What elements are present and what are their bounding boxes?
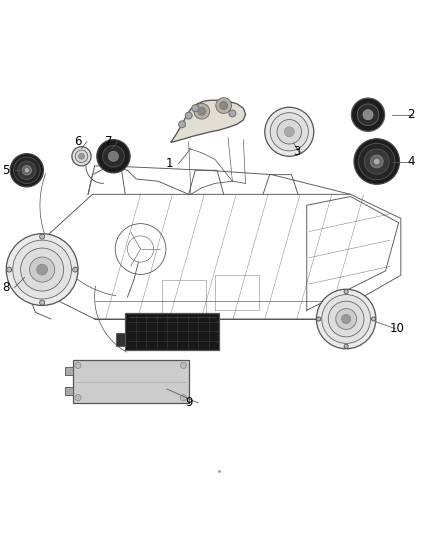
Circle shape — [14, 157, 40, 183]
Circle shape — [317, 317, 321, 321]
Circle shape — [374, 159, 379, 164]
Circle shape — [371, 155, 383, 168]
Text: 7: 7 — [105, 135, 112, 148]
Circle shape — [270, 112, 308, 151]
Text: 6: 6 — [74, 135, 81, 148]
Circle shape — [198, 107, 206, 115]
Circle shape — [180, 394, 187, 401]
Circle shape — [216, 98, 232, 114]
FancyBboxPatch shape — [116, 333, 125, 346]
Circle shape — [22, 166, 32, 175]
Circle shape — [78, 154, 85, 159]
Circle shape — [180, 362, 187, 368]
Circle shape — [328, 301, 364, 337]
FancyBboxPatch shape — [73, 360, 189, 403]
Circle shape — [72, 147, 91, 166]
Circle shape — [75, 394, 81, 401]
Circle shape — [7, 267, 12, 272]
Circle shape — [18, 161, 36, 180]
Circle shape — [192, 104, 199, 111]
Circle shape — [342, 314, 350, 324]
Text: 1: 1 — [166, 157, 173, 170]
Circle shape — [229, 110, 236, 117]
Circle shape — [13, 240, 71, 299]
Circle shape — [109, 151, 118, 161]
FancyBboxPatch shape — [106, 143, 120, 169]
Text: 2: 2 — [407, 108, 415, 121]
Circle shape — [354, 139, 399, 184]
Circle shape — [75, 150, 88, 163]
Polygon shape — [171, 100, 246, 142]
Circle shape — [265, 107, 314, 156]
Circle shape — [363, 110, 373, 120]
FancyBboxPatch shape — [65, 387, 73, 395]
Text: 9: 9 — [186, 397, 193, 409]
Circle shape — [73, 267, 78, 272]
Text: 8: 8 — [2, 281, 9, 294]
Circle shape — [277, 119, 301, 144]
Circle shape — [371, 317, 376, 321]
Circle shape — [21, 248, 64, 291]
Text: 3: 3 — [293, 146, 301, 158]
Circle shape — [322, 295, 371, 343]
Circle shape — [39, 234, 45, 239]
Circle shape — [179, 121, 186, 128]
Circle shape — [220, 102, 228, 109]
Circle shape — [336, 309, 357, 329]
Circle shape — [357, 104, 379, 125]
Text: 10: 10 — [390, 322, 405, 335]
Text: 4: 4 — [407, 155, 415, 168]
Circle shape — [344, 289, 348, 294]
Circle shape — [25, 168, 28, 172]
Circle shape — [359, 143, 395, 180]
Circle shape — [75, 362, 81, 368]
Circle shape — [97, 140, 130, 173]
Circle shape — [284, 127, 294, 136]
Circle shape — [185, 112, 192, 119]
Circle shape — [194, 103, 210, 119]
Text: 5: 5 — [2, 164, 9, 177]
Circle shape — [102, 146, 124, 167]
Circle shape — [10, 154, 43, 187]
Circle shape — [344, 344, 348, 349]
FancyBboxPatch shape — [125, 313, 219, 350]
Circle shape — [39, 300, 45, 305]
Circle shape — [351, 98, 385, 131]
Circle shape — [364, 149, 389, 174]
Circle shape — [316, 289, 376, 349]
Circle shape — [30, 257, 55, 282]
Circle shape — [37, 264, 47, 275]
Circle shape — [6, 233, 78, 305]
FancyBboxPatch shape — [65, 367, 73, 375]
